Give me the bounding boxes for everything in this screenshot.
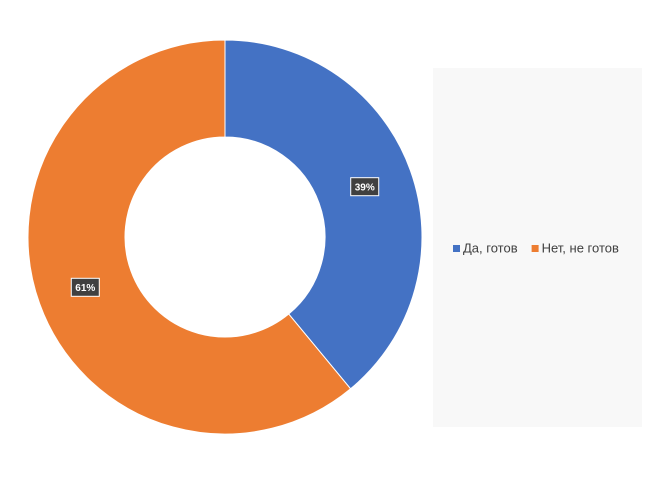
- donut-slice: [27, 39, 352, 435]
- legend-label: Нет, не готов: [542, 240, 619, 255]
- data-label: 39%: [355, 182, 375, 193]
- legend-label: Да, готов: [463, 240, 518, 255]
- legend-swatch: [453, 245, 460, 252]
- data-label: 61%: [75, 283, 95, 294]
- legend-swatch: [531, 245, 539, 252]
- data-label-box: [350, 177, 380, 197]
- donut-slice: [224, 39, 423, 390]
- data-label-box: [70, 277, 100, 297]
